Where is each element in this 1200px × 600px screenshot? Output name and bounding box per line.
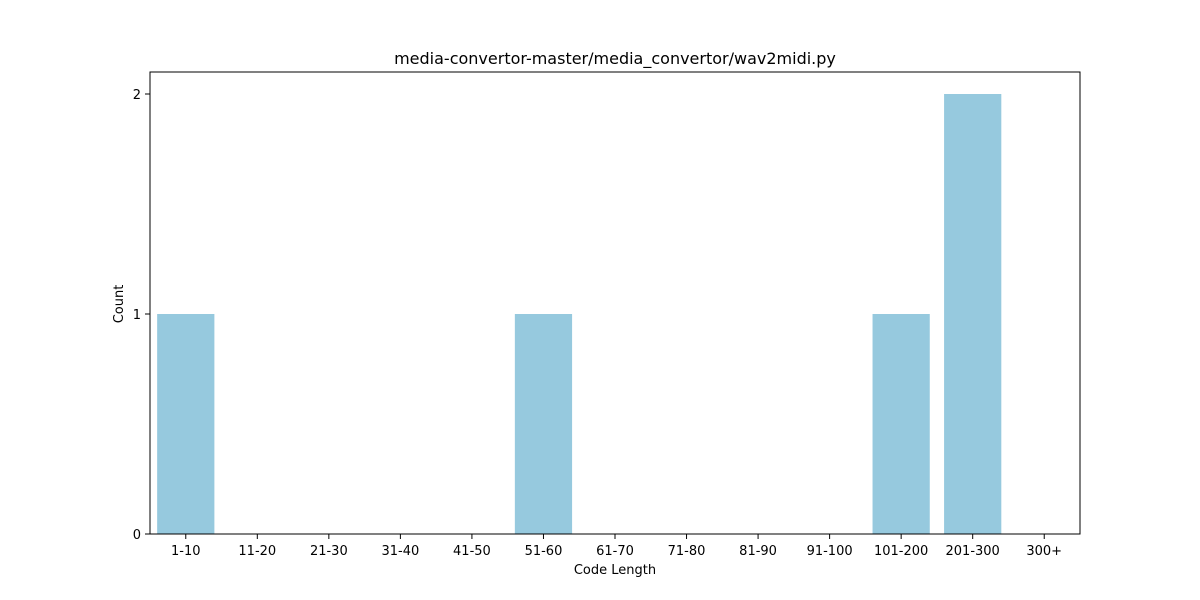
bar-101-200: [872, 314, 930, 534]
bar-1-10: [157, 314, 215, 534]
x-tick-label: 81-90: [739, 544, 777, 559]
x-tick-label: 101-200: [874, 544, 928, 559]
y-tick-label: 2: [133, 88, 141, 103]
bar-51-60: [514, 314, 573, 534]
x-tick-label: 1-10: [171, 544, 201, 559]
y-axis-label: Count: [112, 285, 127, 324]
x-tick-label: 31-40: [381, 544, 419, 559]
bar-201-300: [944, 94, 1002, 534]
x-tick-label: 21-30: [310, 544, 348, 559]
chart-title: media-convertor-master/media_convertor/w…: [394, 49, 836, 69]
y-tick-label: 1: [133, 308, 141, 323]
x-tick-label: 51-60: [525, 544, 563, 559]
x-tick-label: 71-80: [668, 544, 706, 559]
axes-layer: 1-10 11-20 21-30 31-40 41-50 51-60 61-70 71-80 8…: [133, 71, 1081, 559]
x-tick-label: 11-20: [238, 544, 276, 559]
x-tick-label: 61-70: [596, 544, 634, 559]
y-tick-label: 0: [133, 528, 141, 543]
x-tick-label: 201-300: [946, 544, 1000, 559]
plot-frame: [149, 71, 1081, 535]
x-axis-label: Code Length: [574, 563, 656, 578]
x-tick-label: 91-100: [807, 544, 853, 559]
x-tick-label: 41-50: [453, 544, 491, 559]
bars-layer: [157, 94, 1002, 534]
x-tick-label: 300+: [1026, 544, 1062, 559]
